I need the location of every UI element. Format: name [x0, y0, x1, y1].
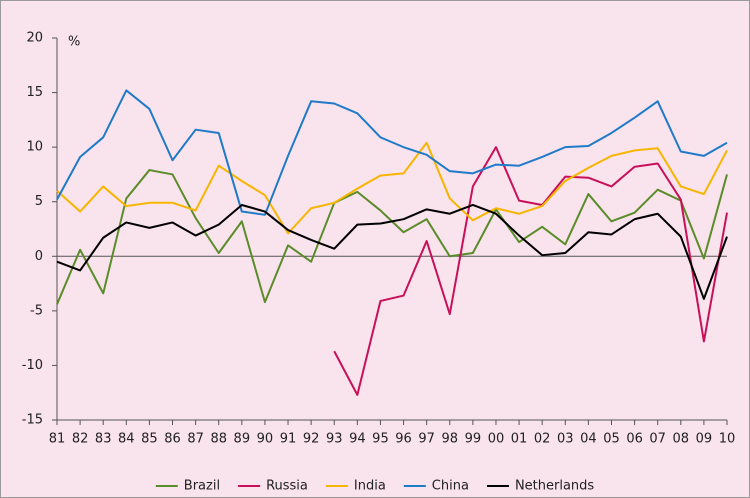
x-tick-label: 96	[395, 432, 412, 447]
x-tick-label: 03	[557, 432, 574, 447]
x-tick-label: 04	[580, 432, 597, 447]
y-tick-label: 15	[26, 85, 43, 100]
x-tick-label: 85	[141, 432, 158, 447]
series-line	[56, 89, 728, 216]
legend-label: India	[354, 479, 386, 494]
x-tick-label: 89	[234, 432, 251, 447]
x-tick-label: 02	[534, 432, 551, 447]
x-tick-label: 97	[418, 432, 435, 447]
x-tick-label: 88	[210, 432, 227, 447]
y-tick-label: 10	[26, 140, 43, 155]
x-tick-label: 90	[257, 432, 274, 447]
x-tick-label: 10	[719, 432, 736, 447]
legend-label: Russia	[266, 479, 308, 494]
y-tick-label: -5	[30, 303, 43, 318]
series-line	[56, 203, 728, 300]
x-tick-label: 00	[488, 432, 505, 447]
x-tick-label: 93	[326, 432, 343, 447]
x-tick-label: 84	[118, 432, 135, 447]
x-tick-label: 92	[303, 432, 320, 447]
y-tick-label: 0	[35, 249, 43, 264]
legend-label: China	[432, 479, 469, 494]
x-tick-label: 86	[164, 432, 181, 447]
x-tick-label: 09	[696, 432, 713, 447]
x-tick-label: 99	[465, 432, 482, 447]
x-tick-label: 82	[72, 432, 89, 447]
x-tick-label: 95	[372, 432, 389, 447]
x-tick-label: 81	[49, 432, 66, 447]
x-tick-label: 94	[349, 432, 366, 447]
series-line	[56, 141, 728, 235]
y-unit-label: %	[68, 35, 80, 50]
legend-label: Netherlands	[515, 479, 594, 494]
x-tick-label: 01	[511, 432, 528, 447]
x-tick-label: 08	[673, 432, 690, 447]
y-tick-label: 5	[35, 194, 43, 209]
y-tick-label: 20	[26, 31, 43, 46]
x-tick-label: 83	[95, 432, 112, 447]
x-tick-label: 91	[280, 432, 297, 447]
y-tick-label: -10	[22, 358, 43, 373]
series-line	[333, 146, 728, 396]
x-tick-label: 87	[187, 432, 204, 447]
x-tick-label: 06	[626, 432, 643, 447]
x-tick-label: 05	[603, 432, 620, 447]
legend-label: Brazil	[184, 479, 220, 494]
x-tick-label: 98	[441, 432, 458, 447]
x-tick-label: 07	[649, 432, 666, 447]
y-tick-label: -15	[22, 413, 43, 428]
